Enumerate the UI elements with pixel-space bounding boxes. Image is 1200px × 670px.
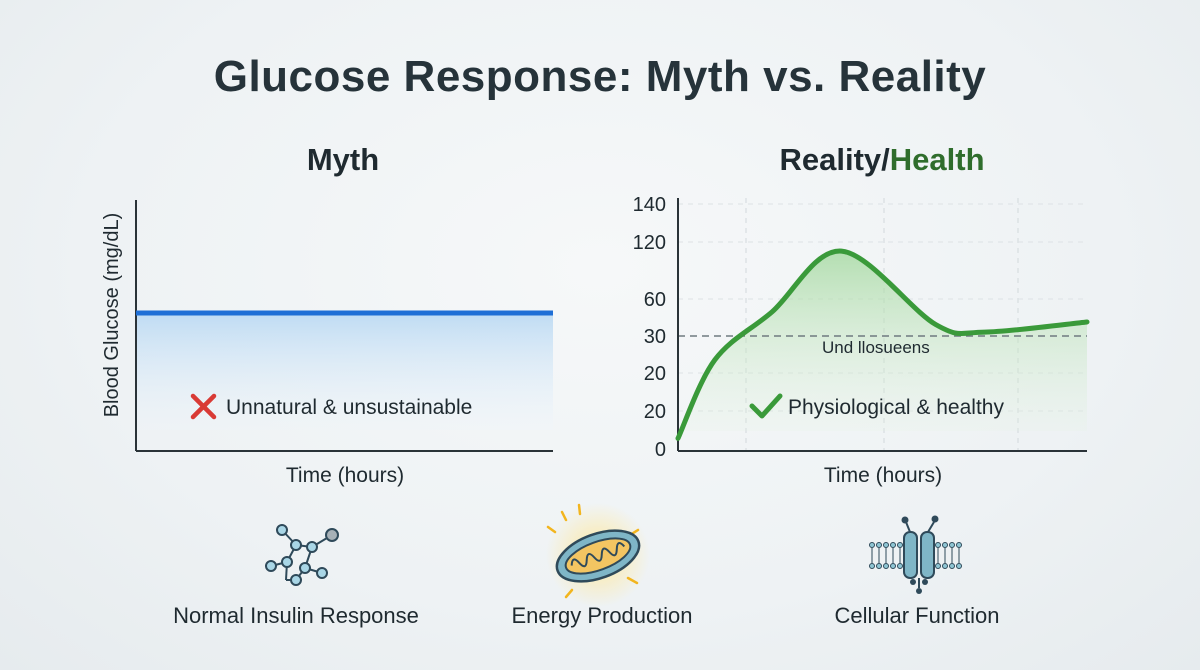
check-mark-icon	[749, 393, 783, 419]
y-tick-label: 20	[644, 401, 666, 423]
reality-x-axis-label: Time (hours)	[824, 464, 942, 487]
page-title: Glucose Response: Myth vs. Reality	[213, 52, 987, 101]
myth-x-axis-label: Time (hours)	[286, 464, 404, 487]
reality-glucose-line	[675, 248, 1090, 441]
y-tick-label: 20	[644, 363, 666, 385]
bottom-label-cellular: Cellular Function	[834, 603, 1000, 628]
bottom-label-energy: Energy Production	[511, 603, 693, 628]
y-tick-label: 60	[644, 289, 666, 311]
reality-annotation: Physiological & healthy	[788, 396, 1004, 419]
y-tick-label: 0	[655, 439, 666, 461]
reality-panel-title: Reality/Health	[732, 142, 1032, 178]
y-tick-label: 30	[644, 326, 666, 348]
x-mark-icon	[190, 393, 217, 420]
reality-chart: 140 120 60 30 20 20 0 Und llosueens Physiologi…	[633, 194, 1090, 487]
molecule-icon	[265, 524, 339, 586]
threshold-label: Und llosueens	[822, 338, 930, 357]
y-tick-label: 120	[633, 232, 666, 254]
y-tick-label: 140	[633, 194, 666, 216]
bottom-label-insulin: Normal Insulin Response	[173, 603, 419, 628]
reality-area-fill	[678, 251, 1087, 439]
membrane-channel-icon	[869, 515, 962, 594]
myth-chart: Blood Glucose (mg/dL) Time (hours) Unnat…	[101, 200, 553, 487]
myth-panel-title: Myth	[306, 142, 380, 177]
health-title-part: Health	[889, 142, 985, 177]
reality-y-ticks: 140 120 60 30 20 20 0	[633, 194, 666, 461]
myth-annotation: Unnatural & unsustainable	[226, 396, 472, 419]
mitochondria-icon	[546, 503, 650, 607]
myth-y-axis-label: Blood Glucose (mg/dL)	[101, 213, 123, 418]
reality-title-part: Reality/	[779, 142, 890, 177]
